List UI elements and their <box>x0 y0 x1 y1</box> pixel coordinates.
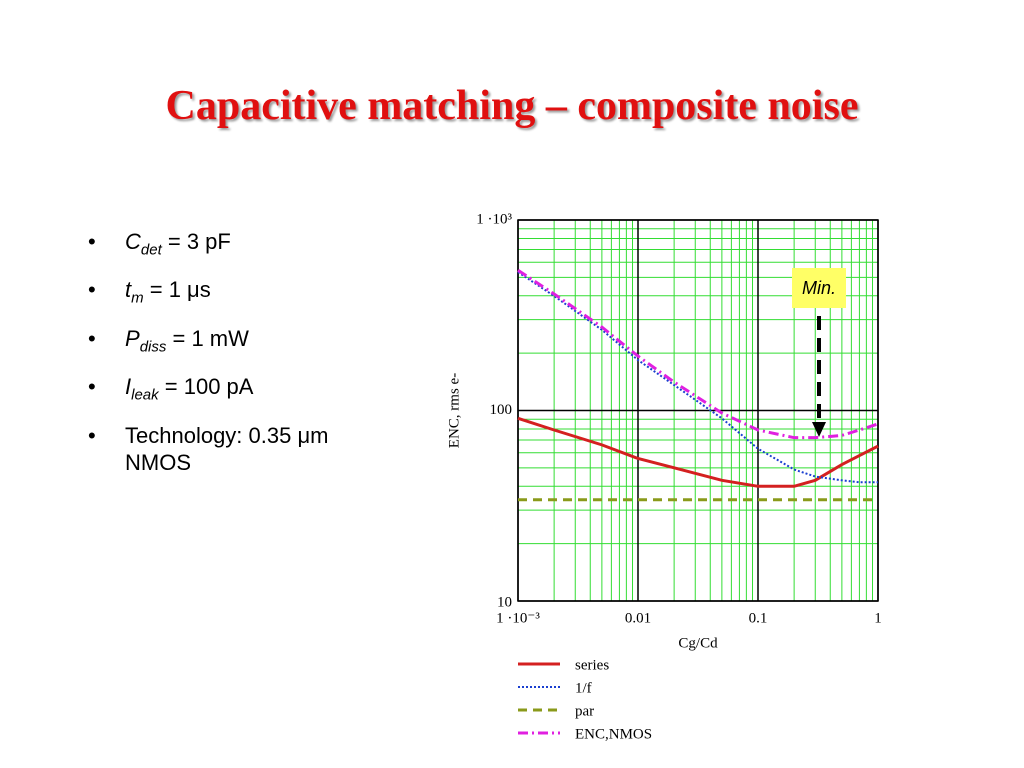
y-tick-label: 1 ·10³ <box>476 211 512 227</box>
x-axis-label: Cg/Cd <box>678 635 718 651</box>
symbol: C <box>125 229 141 254</box>
x-tick-label: 1 ·10⁻³ <box>496 610 540 626</box>
legend-label: 1/f <box>575 680 592 696</box>
legend-label: series <box>575 657 609 673</box>
y-tick-label: 10 <box>497 594 512 610</box>
subscript: m <box>131 289 144 307</box>
symbol: t <box>125 277 132 303</box>
x-tick-label: 1 <box>874 610 882 626</box>
x-tick-label: 0.1 <box>749 610 768 626</box>
bullet-text: = 1 μs <box>149 277 211 303</box>
bullet: Technology: 0.35 μm NMOS <box>88 422 395 476</box>
subscript: det <box>140 241 162 259</box>
bullet: Ileak = 100 pA <box>88 373 395 408</box>
bullet-list: Cdet = 3 pF tm = 1 μs Pdiss = 1 mW Ileak = … <box>88 228 395 489</box>
line-series <box>517 268 879 440</box>
arrow-head <box>812 422 826 437</box>
bullet: Cdet = 3 pF <box>88 228 395 263</box>
legend-label: par <box>575 703 594 719</box>
legend-label: ENC,NMOS <box>575 726 652 742</box>
x-tick-label: 0.01 <box>625 610 651 626</box>
subscript: leak <box>131 386 159 404</box>
symbol: I <box>125 374 132 400</box>
line-series <box>517 271 878 484</box>
symbol: P <box>125 325 140 351</box>
annotation: Min. <box>802 278 836 298</box>
bullet-text: = 3 pF <box>167 229 231 254</box>
slide-title: Capacitive matching – composite noise <box>165 83 859 129</box>
annotation-box <box>792 268 846 308</box>
subscript: diss <box>139 338 167 356</box>
bullet-text: Technology: 0.35 μm NMOS <box>125 422 329 475</box>
bullet-text: = 1 mW <box>172 325 249 351</box>
bullet: Pdiss = 1 mW <box>88 325 395 360</box>
line-series <box>517 416 879 488</box>
y-axis-label: ENC, rms e- <box>446 373 462 448</box>
plot-frame <box>517 219 879 602</box>
y-tick-label: 100 <box>490 402 513 418</box>
bullet: tm = 1 μs <box>88 276 395 311</box>
bullet-text: = 100 pA <box>164 374 254 400</box>
